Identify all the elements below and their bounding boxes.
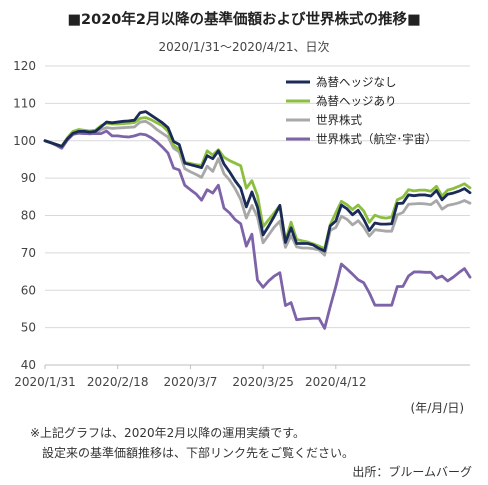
y-tick-label: 40 xyxy=(21,358,36,372)
x-tick-label: 2020/2/18 xyxy=(87,375,149,389)
series-line-2 xyxy=(43,119,472,257)
series-line-3 xyxy=(43,129,472,330)
chart-title: ■2020年2月以降の基準価額および世界株式の推移■ xyxy=(67,12,421,28)
legend-label: 世界株式（航空･宇宙） xyxy=(316,132,437,146)
y-tick-label: 100 xyxy=(13,134,36,148)
y-tick-label: 120 xyxy=(13,59,36,73)
note-line-2: 設定来の基準価額推移は、下部リンク先をご覧ください。 xyxy=(42,446,355,460)
series-lines xyxy=(43,110,472,330)
legend-label: 為替ヘッジなし xyxy=(316,75,397,89)
x-tick-label: 2020/4/12 xyxy=(305,375,367,389)
chart-subtitle: 2020/1/31～2020/4/21、日次 xyxy=(158,40,330,54)
series-line-0 xyxy=(43,110,472,253)
y-tick-label: 90 xyxy=(21,171,36,185)
series-line-1 xyxy=(43,116,472,251)
y-tick-label: 110 xyxy=(13,96,36,110)
y-tick-label: 50 xyxy=(21,321,36,335)
x-tick-label: 2020/3/25 xyxy=(232,375,294,389)
legend-label: 為替ヘッジあり xyxy=(316,94,397,108)
note-line-1: ※上記グラフは、2020年2月以降の運用実績です。 xyxy=(30,426,306,440)
x-axis-unit: (年/月/日) xyxy=(410,401,464,415)
legend-label: 世界株式 xyxy=(316,113,362,127)
y-tick-label: 80 xyxy=(21,209,36,223)
axes: 40 50 60 70 80 90 100 110 120 2020/1/31 2020/2/18 2… xyxy=(13,59,470,389)
x-tick-label: 2020/3/7 xyxy=(163,375,217,389)
line-chart: 40 50 60 70 80 90 100 110 120 2020/1/31 2020/2/18 2… xyxy=(13,59,472,389)
y-tick-label: 60 xyxy=(21,283,36,297)
x-tick-label: 2020/1/31 xyxy=(14,375,76,389)
source-credit: 出所：ブルームバーグ xyxy=(352,465,472,479)
y-tick-label: 70 xyxy=(21,246,36,260)
